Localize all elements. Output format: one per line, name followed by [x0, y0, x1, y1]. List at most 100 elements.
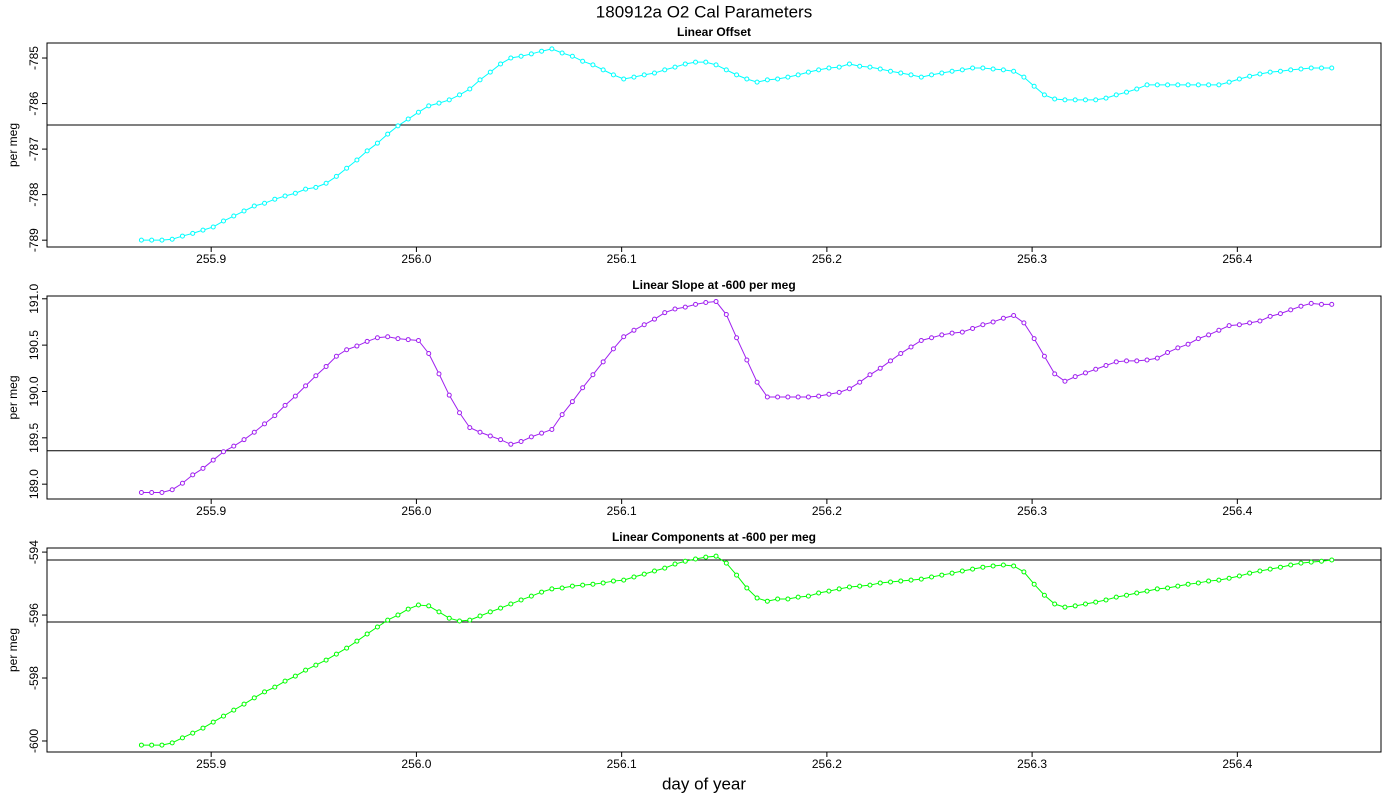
data-point: [590, 62, 596, 68]
data-point: [1267, 69, 1273, 75]
data-point: [795, 594, 801, 600]
data-point: [1226, 323, 1232, 329]
data-point: [949, 68, 955, 74]
data-point: [333, 353, 339, 359]
data-point: [487, 69, 493, 75]
data-point: [1144, 357, 1150, 363]
data-point: [610, 578, 616, 584]
data-point: [1206, 82, 1212, 88]
plot-frame: [46, 295, 1382, 500]
data-point: [1154, 355, 1160, 361]
data-point: [528, 51, 534, 57]
data-point: [457, 618, 463, 624]
data-point: [713, 62, 719, 68]
data-point: [1247, 73, 1253, 79]
data-point: [600, 359, 606, 365]
data-point: [1134, 358, 1140, 364]
data-point: [1113, 359, 1119, 365]
data-point: [785, 74, 791, 80]
data-point: [262, 689, 268, 695]
data-point: [600, 67, 606, 73]
data-point: [887, 68, 893, 74]
data-point: [1216, 327, 1222, 333]
data-point: [1257, 71, 1263, 77]
data-point: [580, 582, 586, 588]
data-point: [1236, 573, 1242, 579]
data-point: [703, 59, 709, 65]
data-point: [1113, 92, 1119, 98]
data-point: [303, 186, 309, 192]
data-point: [1216, 82, 1222, 88]
data-point: [374, 140, 380, 146]
data-point: [826, 588, 832, 594]
data-point: [457, 410, 463, 416]
data-point: [867, 64, 873, 70]
data-point: [231, 213, 237, 219]
data-point: [610, 72, 616, 78]
data-point: [929, 574, 935, 580]
data-point: [303, 667, 309, 673]
data-point: [1277, 564, 1283, 570]
data-point: [877, 66, 883, 72]
x-tick-label: 255.9: [196, 504, 226, 518]
data-point: [282, 402, 288, 408]
data-point: [805, 69, 811, 75]
data-point: [323, 363, 329, 369]
data-point: [159, 237, 165, 243]
data-point: [241, 701, 247, 707]
data-point: [1329, 65, 1335, 71]
data-point: [1288, 67, 1294, 73]
data-point: [477, 613, 483, 619]
x-tick-label: 256.2: [812, 252, 842, 266]
data-point: [292, 673, 298, 679]
x-tick-label: 256.2: [812, 504, 842, 518]
data-point: [518, 439, 524, 445]
data-point: [785, 596, 791, 602]
y-tick-label: 191.0: [27, 283, 41, 313]
data-point: [1082, 97, 1088, 103]
data-point: [1247, 320, 1253, 326]
data-point: [1298, 560, 1304, 566]
data-point: [364, 338, 370, 344]
data-point: [795, 72, 801, 78]
data-point: [200, 227, 206, 233]
data-point: [220, 713, 226, 719]
data-point: [323, 180, 329, 186]
data-point: [929, 335, 935, 341]
data-point: [272, 413, 278, 419]
data-point: [149, 742, 155, 748]
data-point: [805, 593, 811, 599]
data-point: [569, 583, 575, 589]
data-point: [990, 563, 996, 569]
data-point: [918, 337, 924, 343]
data-point: [754, 79, 760, 85]
data-point: [846, 584, 852, 590]
data-point: [262, 200, 268, 206]
data-point: [846, 61, 852, 67]
data-point: [1267, 566, 1273, 572]
data-point: [1041, 92, 1047, 98]
data-point: [1226, 79, 1232, 85]
x-tick-label: 256.1: [607, 504, 637, 518]
data-point: [354, 638, 360, 644]
data-point: [1072, 374, 1078, 380]
data-point: [1175, 583, 1181, 589]
data-point: [754, 379, 760, 385]
data-point: [385, 334, 391, 340]
data-point: [1072, 603, 1078, 609]
data-point: [467, 617, 473, 623]
data-point: [374, 624, 380, 630]
data-point: [231, 707, 237, 713]
data-point: [251, 203, 257, 209]
data-point: [210, 719, 216, 725]
data-point: [1154, 82, 1160, 88]
data-point: [857, 583, 863, 589]
data-point: [498, 437, 504, 443]
data-point: [1308, 559, 1314, 565]
data-point: [1113, 594, 1119, 600]
data-point: [498, 61, 504, 67]
data-point: [405, 606, 411, 612]
data-point: [179, 233, 185, 239]
data-point: [682, 304, 688, 310]
data-point: [179, 480, 185, 486]
